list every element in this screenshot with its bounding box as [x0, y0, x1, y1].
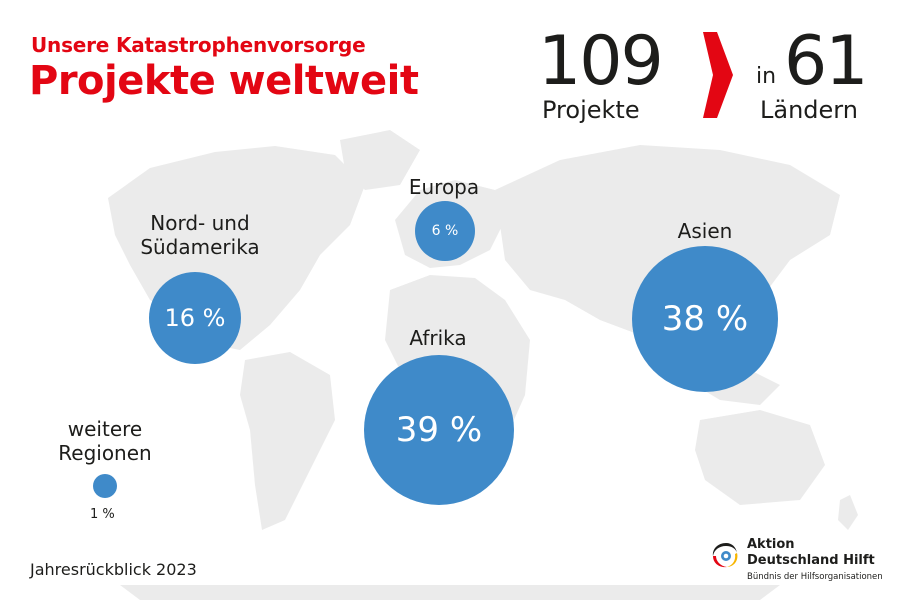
- countries-count: 61: [784, 22, 869, 101]
- kicker-title: Unsere Katastrophenvorsorge: [31, 33, 366, 57]
- bubble-asia: 38 %: [632, 246, 778, 392]
- bubble-value-americas: 16 %: [164, 304, 226, 332]
- bubble-other: [93, 474, 117, 498]
- bubble-value-other: 1 %: [90, 507, 115, 522]
- projects-count: 109: [538, 22, 664, 101]
- bubble-europe: 6 %: [415, 201, 475, 261]
- page-title: Projekte weltweit: [29, 58, 419, 104]
- in-label: in: [756, 64, 777, 89]
- region-label-americas: Nord- und Südamerika: [140, 211, 260, 259]
- bubble-africa: 39 %: [364, 355, 514, 505]
- bubble-value-europe: 6 %: [431, 223, 459, 239]
- bubble-value-africa: 39 %: [395, 410, 483, 450]
- map-new-zealand: [838, 495, 858, 530]
- projects-label: Projekte: [542, 96, 640, 124]
- region-label-other: weitere Regionen: [58, 417, 152, 465]
- map-australia: [695, 410, 825, 505]
- organization-logo: Aktion Deutschland Hilft Bündnis der Hil…: [710, 537, 883, 587]
- region-label-africa: Afrika: [409, 326, 467, 350]
- logo-title: Aktion Deutschland Hilft: [747, 537, 875, 568]
- countries-label: Ländern: [760, 96, 858, 124]
- arrow-right-icon: [703, 32, 733, 118]
- region-label-europe: Europa: [408, 175, 480, 199]
- bubble-americas: 16 %: [149, 272, 241, 364]
- logo-subtitle: Bündnis der Hilfsorganisationen: [747, 572, 883, 582]
- year-review-label: Jahresrückblick 2023: [30, 560, 197, 579]
- map-antarctica: [120, 585, 780, 600]
- aktion-deutschland-hilft-logo-icon: [712, 543, 738, 568]
- region-label-asia: Asien: [677, 219, 733, 243]
- map-greenland: [340, 130, 420, 190]
- map-south-america: [240, 352, 335, 530]
- bubble-value-asia: 38 %: [661, 299, 749, 339]
